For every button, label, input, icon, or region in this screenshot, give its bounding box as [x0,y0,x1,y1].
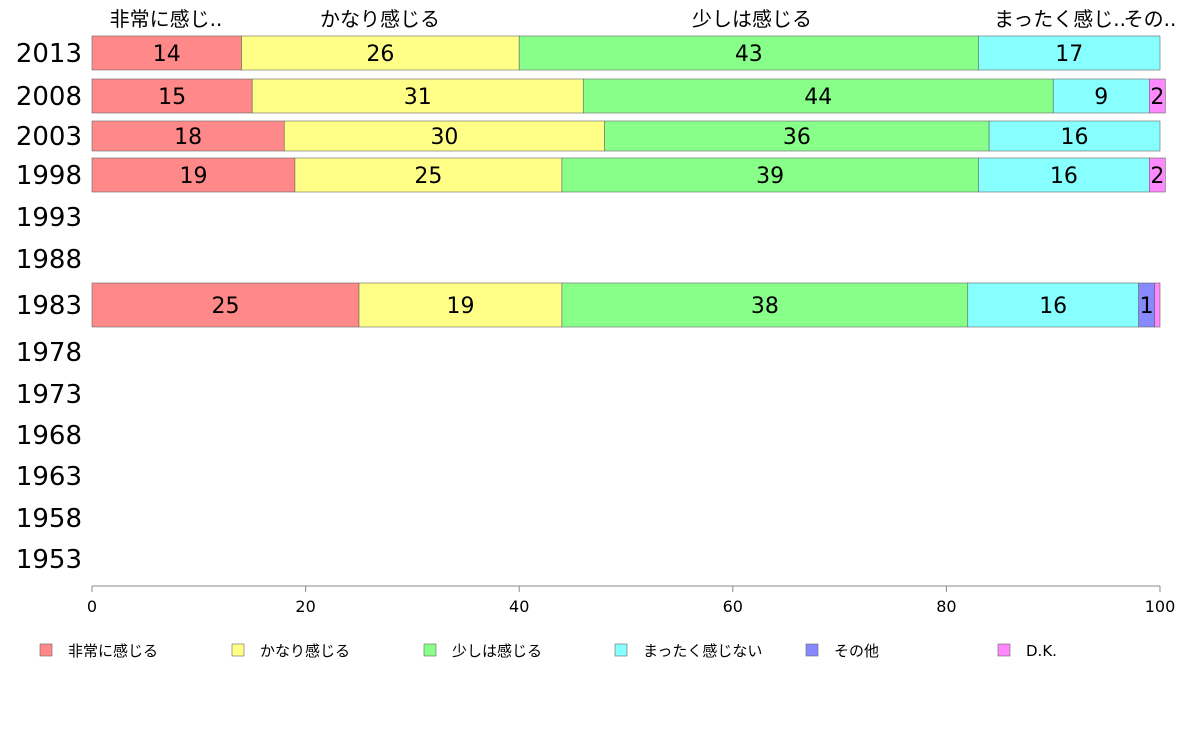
legend-swatch [231,643,245,657]
legend-swatch [39,643,53,657]
x-tick-label: 20 [295,597,315,616]
top-series-label: 非常に感じ.. [110,7,223,31]
year-label: 2008 [16,82,82,112]
bar-segment [978,35,1161,71]
bar-segment [91,120,285,152]
bar-segment [294,157,563,193]
data-label: 16 [1039,294,1067,319]
year-label: 1998 [16,161,82,191]
data-label: 1 [1140,294,1154,319]
top-series-label: まったく感じ.. [994,7,1126,31]
data-label: 19 [179,164,207,189]
legend-swatch [997,643,1011,657]
year-label: 1973 [16,380,82,410]
bar-segment [91,78,253,114]
year-label: 1983 [16,291,82,321]
year-label: 1968 [16,421,82,451]
legend-entry: 少しは感じる [452,642,542,660]
bar-segment [358,282,563,328]
x-tick-label: 100 [1145,597,1176,616]
bar-segment [251,78,584,114]
year-label: 2013 [16,39,82,69]
bar-segment [1154,282,1161,328]
data-label: 38 [751,294,779,319]
data-label: 16 [1061,125,1089,150]
bar-segment [561,157,979,193]
top-series-label: その.. [1124,7,1177,31]
bar-segment [604,120,990,152]
bar-segment [988,120,1161,152]
data-label: 30 [430,125,458,150]
bar-segment [1052,78,1150,114]
data-label: 26 [366,42,394,67]
top-series-label: 少しは感じる [692,7,812,31]
legend-entry: かなり感じる [260,642,350,660]
year-label: 1958 [16,504,82,534]
x-tick-label: 60 [723,597,743,616]
data-label: 36 [783,125,811,150]
year-label: 1993 [16,203,82,233]
data-label: 14 [153,42,181,67]
legend-entry: その他 [834,642,879,660]
data-label: 19 [446,294,474,319]
x-tick-label: 80 [936,597,956,616]
data-label: 2 [1150,164,1164,189]
year-label: 1988 [16,245,82,275]
data-label: 44 [804,85,832,110]
data-label: 2 [1150,85,1164,110]
data-label: 43 [735,42,763,67]
year-label: 1978 [16,338,82,368]
data-label: 31 [404,85,432,110]
data-label: 25 [414,164,442,189]
data-label: 18 [174,125,202,150]
bar-segment [978,157,1150,193]
bar-segment [283,120,605,152]
legend-swatch [805,643,819,657]
top-series-label: かなり感じる [320,7,440,31]
bar-segment [91,157,296,193]
bar-segment [582,78,1054,114]
data-label: 9 [1094,85,1108,110]
bar-segment [241,35,520,71]
data-label: 25 [212,294,240,319]
data-label: 39 [756,164,784,189]
bar-segment [967,282,1139,328]
legend-entry: 非常に感じる [68,642,158,660]
data-label: 15 [158,85,186,110]
bar-segment [518,35,979,71]
bar-segment [1149,157,1166,193]
year-label: 1953 [16,545,82,575]
year-label: 2003 [16,122,82,152]
legend-swatch [614,643,628,657]
bar-segment [1149,78,1166,114]
x-tick-label: 40 [509,597,529,616]
bar-segment [91,282,360,328]
x-tick-label: 0 [87,597,97,616]
year-label: 1963 [16,462,82,492]
legend-entry: まったく感じない [643,642,762,660]
data-label: 17 [1055,42,1083,67]
bar-segment [91,35,242,71]
legend-entry: D.K. [1026,642,1057,660]
data-label: 16 [1050,164,1078,189]
legend-swatch [423,643,437,657]
